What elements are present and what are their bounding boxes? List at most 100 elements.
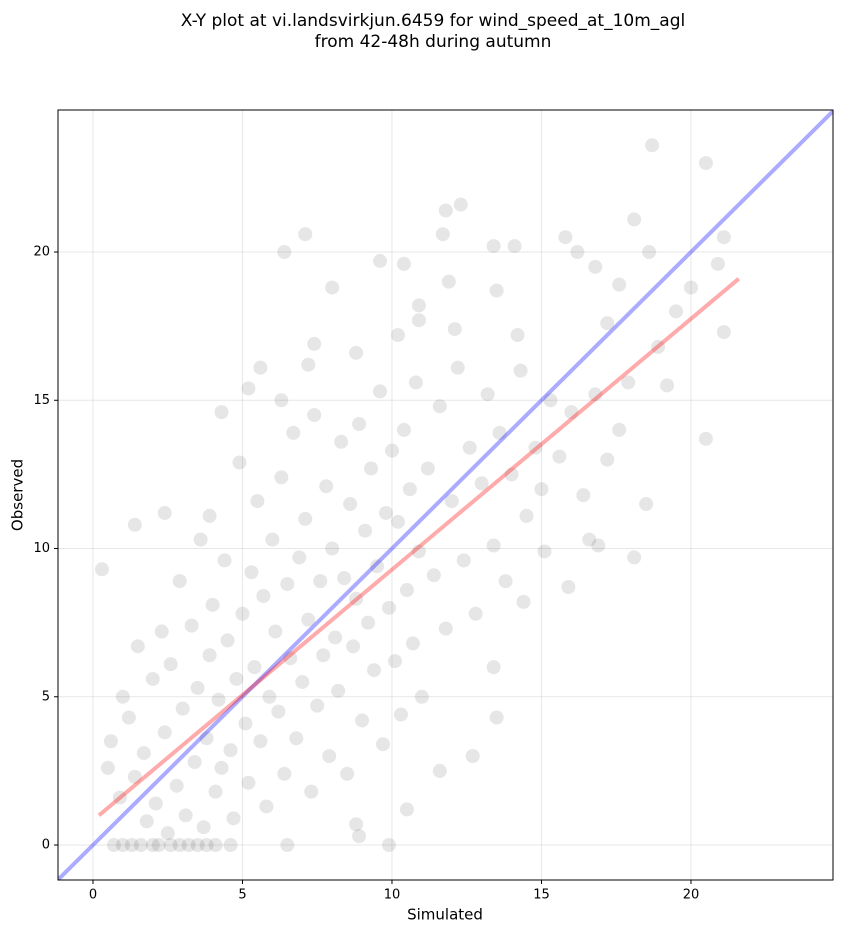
point <box>241 381 256 396</box>
point <box>124 838 139 853</box>
point <box>298 227 313 242</box>
point <box>519 508 534 523</box>
point <box>100 760 115 775</box>
point <box>358 523 373 538</box>
point <box>244 565 259 580</box>
point <box>399 583 414 598</box>
point <box>196 820 211 835</box>
point <box>178 808 193 823</box>
point <box>405 636 420 651</box>
point <box>355 713 370 728</box>
point <box>651 339 666 354</box>
point <box>148 796 163 811</box>
point <box>543 393 558 408</box>
plot-frame <box>57 109 834 881</box>
point <box>262 689 277 704</box>
point <box>384 443 399 458</box>
point <box>411 313 426 328</box>
point <box>498 574 513 589</box>
point <box>489 710 504 725</box>
point <box>202 508 217 523</box>
point <box>211 692 226 707</box>
point <box>426 568 441 583</box>
point <box>289 731 304 746</box>
point <box>298 511 313 526</box>
point <box>352 829 367 844</box>
point <box>411 544 426 559</box>
point <box>181 838 196 853</box>
point <box>432 399 447 414</box>
point <box>537 544 552 559</box>
point <box>115 689 130 704</box>
chart-title: X-Y plot at vi.landsvirkjun.6459 for win… <box>181 11 685 31</box>
point <box>322 749 337 764</box>
point <box>193 532 208 547</box>
point <box>373 384 388 399</box>
point <box>591 538 606 553</box>
point <box>432 763 447 778</box>
point <box>256 588 271 603</box>
x-tick-label: 5 <box>238 888 246 903</box>
point <box>390 514 405 529</box>
point <box>187 754 202 769</box>
point <box>214 760 229 775</box>
point <box>145 838 160 853</box>
point <box>310 698 325 713</box>
point <box>241 775 256 790</box>
point <box>561 580 576 595</box>
point <box>361 615 376 630</box>
point <box>468 606 483 621</box>
point <box>226 811 241 826</box>
point <box>370 559 385 574</box>
point <box>352 416 367 431</box>
point <box>154 624 169 639</box>
point <box>462 440 477 455</box>
point <box>214 405 229 420</box>
point <box>435 227 450 242</box>
point <box>259 799 274 814</box>
point <box>163 657 178 672</box>
point <box>588 259 603 274</box>
point <box>151 838 166 853</box>
point <box>208 784 223 799</box>
point <box>588 387 603 402</box>
point <box>157 505 172 520</box>
y-tick-label: 5 <box>42 689 50 704</box>
point <box>190 680 205 695</box>
point <box>716 325 731 340</box>
point <box>349 817 364 832</box>
point <box>378 505 393 520</box>
point <box>199 731 214 746</box>
point <box>334 434 349 449</box>
y-tick-label: 15 <box>33 393 50 408</box>
point <box>600 452 615 467</box>
fit-line <box>97 277 741 817</box>
point <box>190 838 205 853</box>
point <box>343 497 358 512</box>
point <box>513 363 528 378</box>
point <box>507 239 522 254</box>
point <box>582 532 597 547</box>
point <box>106 838 121 853</box>
point <box>229 671 244 686</box>
point <box>157 725 172 740</box>
point <box>319 479 334 494</box>
point <box>202 648 217 663</box>
point <box>127 769 142 784</box>
point <box>716 230 731 245</box>
point <box>465 749 480 764</box>
point <box>564 405 579 420</box>
point <box>480 387 495 402</box>
point <box>349 345 364 360</box>
point <box>316 648 331 663</box>
point <box>169 778 184 793</box>
point <box>220 633 235 648</box>
point <box>175 701 190 716</box>
chart-title: from 42-48h during autumn <box>315 32 552 52</box>
point <box>313 574 328 589</box>
point <box>627 212 642 227</box>
point <box>621 375 636 390</box>
point <box>396 422 411 437</box>
point <box>414 689 429 704</box>
point <box>247 660 262 675</box>
